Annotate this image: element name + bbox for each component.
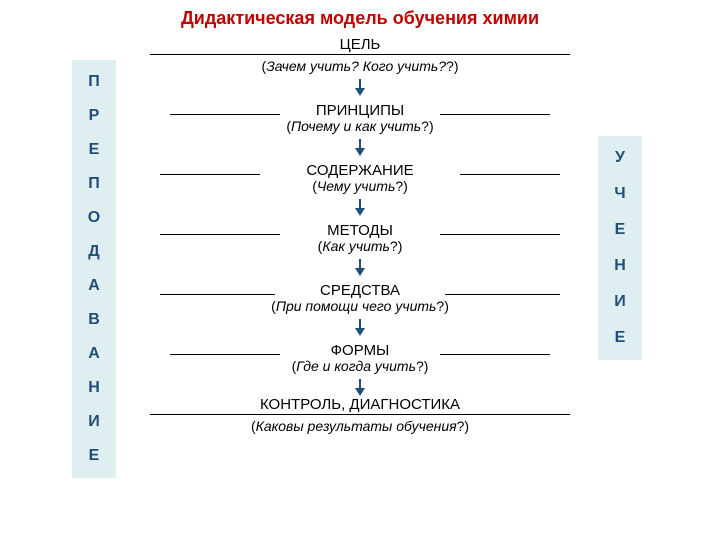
block-label: ФОРМЫ (150, 342, 570, 359)
side-letter: Н (72, 380, 116, 396)
block-label: КОНТРОЛЬ, ДИАГНОСТИКА (150, 396, 570, 413)
label-row: ПРИНЦИПЫ (150, 96, 570, 116)
label-row: ФОРМЫ (150, 336, 570, 356)
label-row: КОНТРОЛЬ, ДИАГНОСТИКА (150, 396, 570, 416)
flow-block: СОДЕРЖАНИЕ(Чему учить?) (150, 156, 570, 214)
rule-line (150, 414, 570, 415)
side-letter: П (72, 176, 116, 192)
side-label-left: П Р Е П О Д А В А Н И Е (72, 60, 116, 478)
rule-line (150, 54, 570, 55)
block-label: ЦЕЛЬ (150, 36, 570, 53)
block-label: ПРИНЦИПЫ (150, 102, 570, 119)
flow-block: МЕТОДЫ(Как учить?) (150, 216, 570, 274)
label-row: МЕТОДЫ (150, 216, 570, 236)
down-arrow (150, 256, 570, 274)
side-letter: А (72, 278, 116, 294)
block-label: СОДЕРЖАНИЕ (150, 162, 570, 179)
block-subtitle: (При помощи чего учить?) (150, 298, 570, 314)
page-title: Дидактическая модель обучения химии (0, 8, 720, 29)
side-letter: Е (72, 448, 116, 464)
label-row: СРЕДСТВА (150, 276, 570, 296)
flow-column: ЦЕЛЬ(Зачем учить? Кого учить??)ПРИНЦИПЫ(… (150, 36, 570, 436)
block-subtitle: (Как учить?) (150, 238, 570, 254)
block-label: МЕТОДЫ (150, 222, 570, 239)
side-letter: О (72, 210, 116, 226)
flow-block: ЦЕЛЬ (Зачем учить? Кого учить??) (150, 36, 570, 94)
down-arrow (150, 316, 570, 334)
side-letter: Е (72, 142, 116, 158)
block-subtitle: (Почему и как учить?) (150, 118, 570, 134)
side-letter: Ч (598, 186, 642, 202)
flow-block: КОНТРОЛЬ, ДИАГНОСТИКА (Каковы результаты … (150, 396, 570, 434)
side-letter: Р (72, 108, 116, 124)
side-letter: В (72, 312, 116, 328)
down-arrow (150, 136, 570, 154)
block-subtitle: (Чему учить?) (150, 178, 570, 194)
flow-block: ПРИНЦИПЫ(Почему и как учить?) (150, 96, 570, 154)
block-subtitle: (Каковы результаты обучения?) (150, 418, 570, 434)
side-letter: П (72, 74, 116, 90)
side-letter: Д (72, 244, 116, 260)
side-letter: Е (598, 222, 642, 238)
flow-block: СРЕДСТВА(При помощи чего учить?) (150, 276, 570, 334)
diagram-stage: Дидактическая модель обучения химии ПРЕП… (0, 0, 720, 540)
down-arrow (150, 376, 570, 394)
label-row: СОДЕРЖАНИЕ (150, 156, 570, 176)
side-letter: У (598, 150, 642, 166)
down-arrow (150, 196, 570, 214)
flow-block: ФОРМЫ(Где и когда учить?) (150, 336, 570, 394)
side-label-right: У Ч Е Н И Е (598, 136, 642, 360)
side-letter: И (72, 414, 116, 430)
side-letter: И (598, 294, 642, 310)
block-subtitle: (Зачем учить? Кого учить??) (150, 58, 570, 74)
block-subtitle: (Где и когда учить?) (150, 358, 570, 374)
block-label: СРЕДСТВА (150, 282, 570, 299)
side-letter: Е (598, 330, 642, 346)
down-arrow (150, 76, 570, 94)
label-row: ЦЕЛЬ (150, 36, 570, 56)
side-letter: Н (598, 258, 642, 274)
side-letter: А (72, 346, 116, 362)
